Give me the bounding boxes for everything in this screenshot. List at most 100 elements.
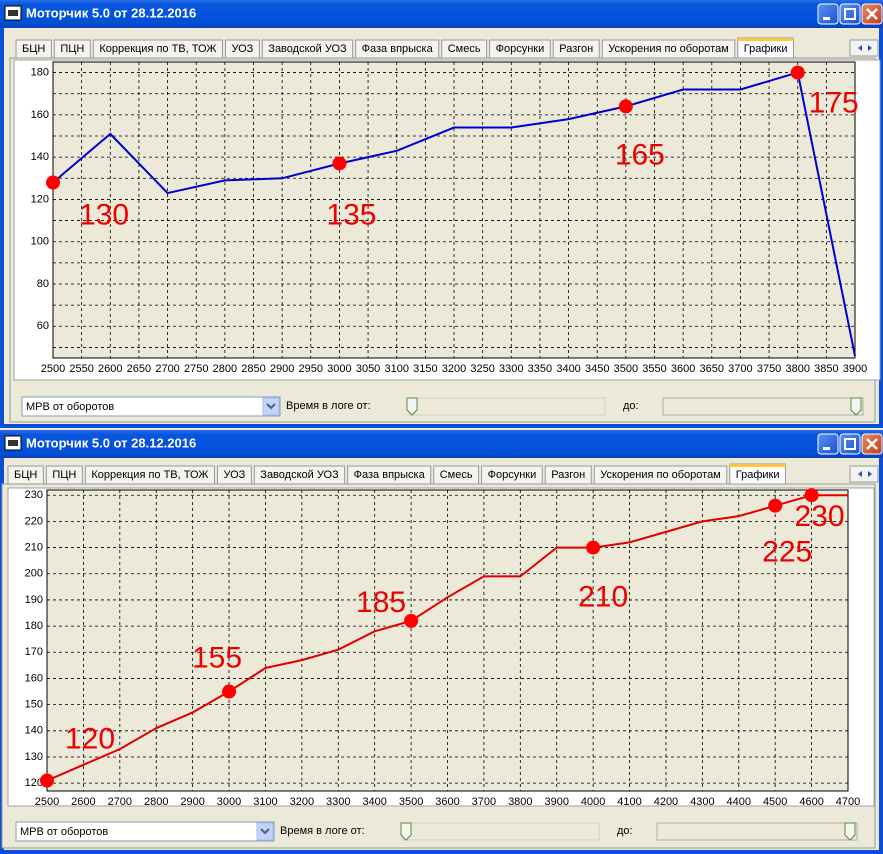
app-icon-detail	[8, 10, 18, 16]
x-tick-label: 2550	[69, 363, 93, 375]
tab-scroll[interactable]	[849, 39, 879, 57]
x-tick-label: 3450	[585, 363, 609, 375]
slider-track[interactable]	[402, 822, 600, 841]
maximize-glyph	[844, 8, 856, 20]
tab[interactable]	[53, 39, 91, 59]
x-tick-label: 3550	[642, 363, 666, 375]
slider-track[interactable]	[656, 822, 858, 841]
maximize-button[interactable]	[839, 433, 861, 455]
tab-label[interactable]: Форсунки	[496, 43, 545, 55]
slider-thumb[interactable]	[844, 822, 856, 841]
annotation-label: 225	[762, 536, 812, 569]
tab[interactable]	[593, 465, 728, 485]
tab[interactable]	[45, 465, 83, 485]
tab-label[interactable]: Смесь	[448, 43, 481, 55]
tab[interactable]	[216, 465, 252, 485]
x-tick-label: 2900	[180, 796, 204, 808]
tab-label[interactable]: Смесь	[440, 469, 473, 481]
tab-label[interactable]: Форсунки	[488, 469, 537, 481]
tab-label[interactable]: Разгон	[559, 43, 593, 55]
tab-scroll-arrows	[858, 471, 872, 477]
x-tick-label: 3500	[399, 796, 423, 808]
y-tick-label: 140	[25, 725, 43, 737]
maximize-button[interactable]	[839, 3, 861, 25]
x-tick-label: 3800	[785, 363, 809, 375]
log-to-label: до:	[623, 400, 639, 412]
dropdown-button[interactable]	[262, 397, 280, 416]
tab-label[interactable]: Графики	[736, 469, 780, 481]
active-tab-accent	[729, 464, 786, 467]
tab-scroll[interactable]	[849, 465, 879, 483]
minimize-button[interactable]	[817, 433, 839, 455]
tab-label[interactable]: Коррекция по ТВ, ТОЖ	[91, 469, 208, 481]
dropdown-button[interactable]	[256, 822, 274, 841]
tab[interactable]	[489, 39, 551, 59]
y-tick-label: 170	[25, 646, 43, 658]
y-tick-label: 130	[25, 751, 43, 763]
tab-label[interactable]: Ускорения по оборотам	[608, 43, 729, 55]
tab[interactable]	[261, 39, 354, 59]
x-tick-label: 2750	[184, 363, 208, 375]
tab-label[interactable]: Фаза впрыска	[362, 43, 434, 55]
tab-label[interactable]: ПЦН	[52, 469, 76, 481]
slider-track[interactable]	[662, 397, 864, 416]
minimize-button[interactable]	[817, 3, 839, 25]
data-line	[52, 71, 856, 357]
title-bar	[0, 0, 883, 28]
y-tick-label: 160	[25, 672, 43, 684]
tab-label[interactable]: Ускорения по оборотам	[600, 469, 721, 481]
tab[interactable]	[552, 39, 600, 59]
close-glyph	[866, 438, 878, 450]
log-from-label: Время в логе от:	[280, 825, 365, 837]
x-tick-label: 2700	[155, 363, 179, 375]
tab-label[interactable]: Фаза впрыска	[354, 469, 426, 481]
tab[interactable]	[253, 465, 346, 485]
tab-label[interactable]: БЦН	[14, 469, 37, 481]
annotation-label: 185	[356, 586, 406, 619]
tab[interactable]	[433, 465, 480, 485]
x-tick-label: 3350	[528, 363, 552, 375]
slider-track[interactable]	[408, 397, 606, 416]
tab[interactable]	[601, 39, 736, 59]
tab[interactable]	[84, 465, 215, 485]
tab-label[interactable]: УОЗ	[231, 43, 253, 55]
tab-label[interactable]: Коррекция по ТВ, ТОЖ	[99, 43, 216, 55]
slider-thumb[interactable]	[400, 822, 412, 841]
tab-label[interactable]: Разгон	[551, 469, 585, 481]
x-tick-label: 3100	[253, 796, 277, 808]
tab-label[interactable]: Заводской УОЗ	[260, 469, 339, 481]
y-tick-label: 230	[25, 489, 43, 501]
tab[interactable]	[355, 39, 440, 59]
tab[interactable]	[92, 39, 223, 59]
dropdown[interactable]	[15, 821, 275, 842]
title-bar	[0, 430, 883, 458]
tab-label[interactable]: УОЗ	[223, 469, 245, 481]
tab[interactable]	[544, 465, 592, 485]
x-tick-label: 2650	[127, 363, 151, 375]
slider-thumb[interactable]	[406, 397, 418, 416]
tab[interactable]	[481, 465, 543, 485]
tab[interactable]	[441, 39, 488, 59]
x-tick-label: 3500	[614, 363, 638, 375]
x-tick-label: 3700	[728, 363, 752, 375]
tab-label[interactable]: БЦН	[22, 43, 45, 55]
dropdown-arrow	[266, 403, 276, 410]
dropdown-arrow	[260, 828, 270, 835]
tab-label[interactable]: Заводской УОЗ	[268, 43, 347, 55]
annotation-dot	[768, 498, 783, 513]
annotation-label: 155	[192, 641, 242, 674]
y-tick-label: 120	[31, 193, 49, 205]
x-tick-label: 3050	[356, 363, 380, 375]
annotation-dot	[404, 613, 419, 628]
x-tick-label: 2600	[71, 796, 95, 808]
slider-thumb[interactable]	[850, 397, 862, 416]
tab-label[interactable]: Графики	[744, 43, 788, 55]
tab[interactable]	[224, 39, 260, 59]
tab[interactable]	[347, 465, 432, 485]
tab[interactable]	[7, 465, 44, 485]
tab-label[interactable]: ПЦН	[60, 43, 84, 55]
x-tick-label: 3300	[499, 363, 523, 375]
dropdown[interactable]	[21, 396, 281, 417]
x-tick-label: 4700	[836, 796, 860, 808]
tab[interactable]	[15, 39, 52, 59]
